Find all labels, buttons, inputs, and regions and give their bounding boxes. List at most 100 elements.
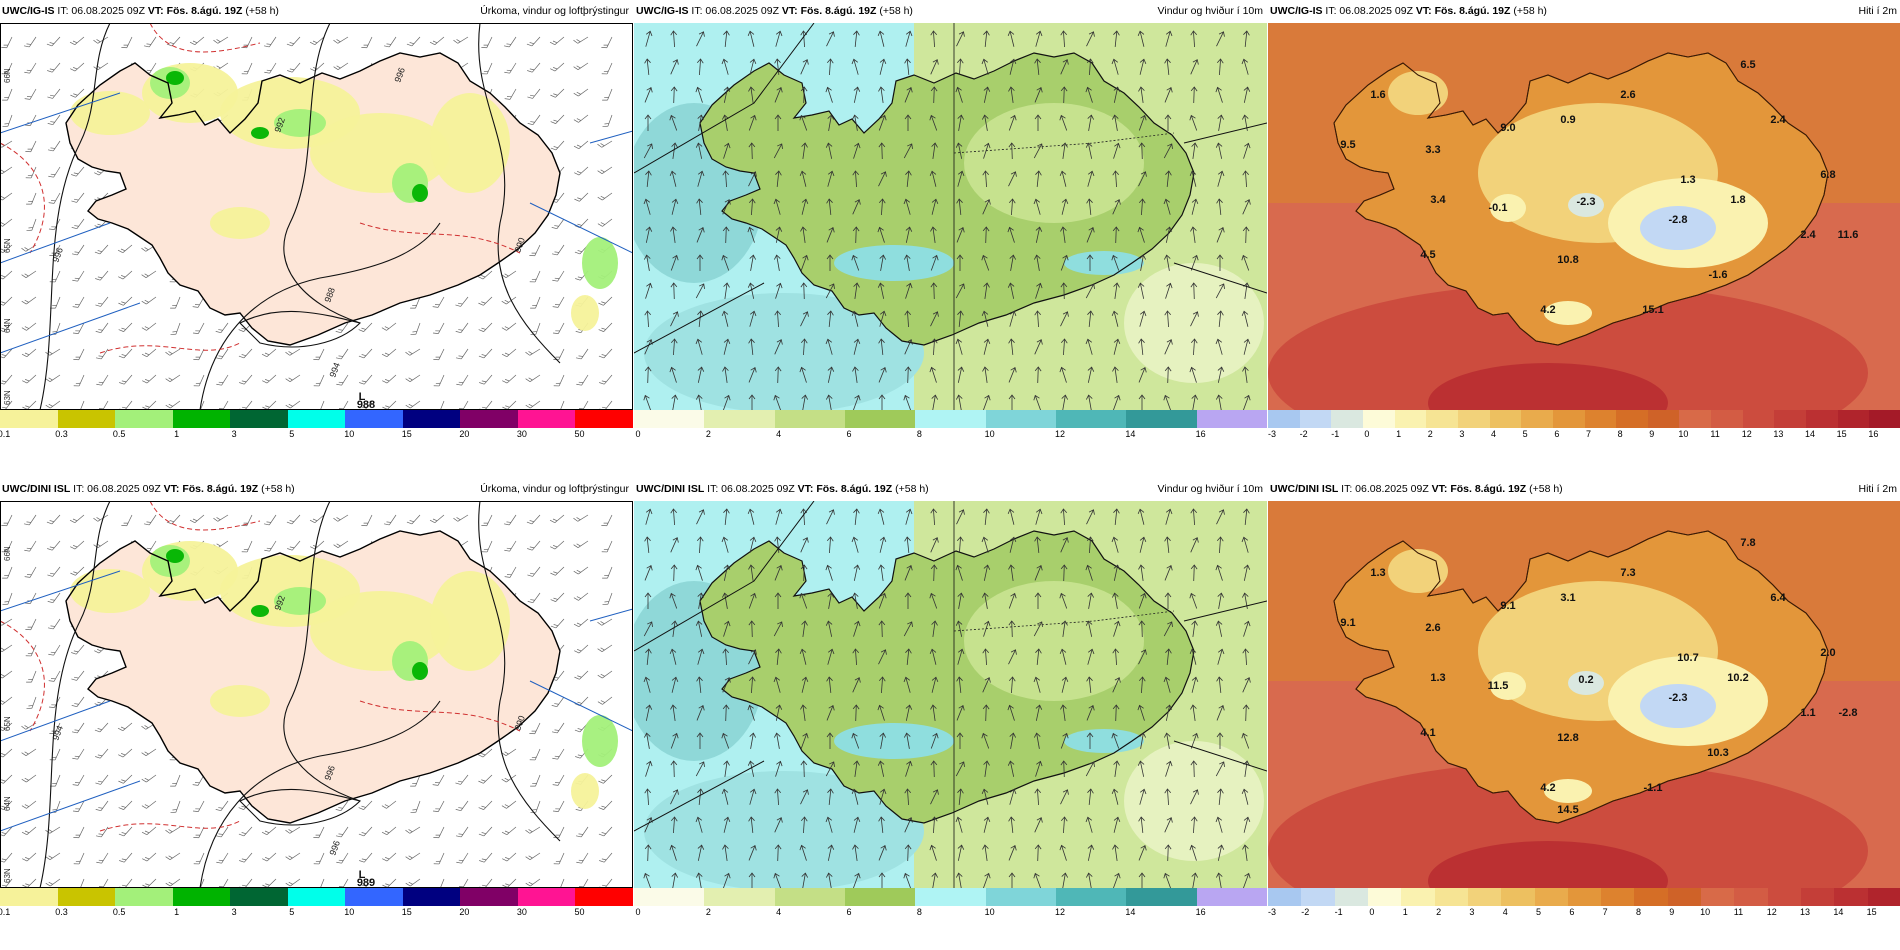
- wind-arrow: [670, 508, 678, 526]
- wind-arrow: [696, 676, 703, 693]
- wind-barb: [117, 244, 133, 254]
- wind-arrow: [853, 508, 860, 525]
- wind-arrow: [695, 564, 703, 581]
- wind-arrow: [696, 31, 705, 47]
- wind-barb: [550, 140, 565, 151]
- wind-arrow: [775, 226, 783, 243]
- wind-arrow: [825, 86, 833, 103]
- wind-arrow: [930, 732, 939, 749]
- wind-barb: [94, 244, 109, 255]
- colorbar-swatch: [1567, 888, 1602, 906]
- wind-barb: [405, 878, 421, 887]
- wind-barb: [504, 62, 517, 74]
- wind-barb: [335, 348, 349, 360]
- wind-barb: [573, 566, 589, 575]
- wind-barb: [1, 62, 13, 75]
- colorbar-swatch: [915, 410, 987, 428]
- colorbar-swatch: [845, 888, 916, 906]
- wind-arrow: [1033, 254, 1041, 271]
- wind-barb: [432, 774, 445, 786]
- init-time: 06.08.2025 09Z: [721, 483, 795, 495]
- latitude-label: 64N: [3, 796, 12, 811]
- isobar: [239, 788, 362, 826]
- wind-arrow: [878, 649, 887, 665]
- wind-barb: [310, 62, 325, 72]
- wind-barb: [525, 374, 541, 383]
- wind-barb: [264, 62, 277, 74]
- wind-barb: [24, 540, 37, 552]
- wind-arrow: [904, 844, 912, 862]
- wind-arrow: [670, 789, 679, 805]
- colorbar-swatch: [1394, 410, 1427, 428]
- wind-barb: [192, 322, 205, 334]
- wind-arrow: [904, 564, 913, 581]
- wind-arrow: [773, 143, 783, 159]
- wind-arrow: [983, 338, 991, 355]
- wind-barb: [24, 566, 37, 578]
- wind-arrow: [1086, 198, 1093, 215]
- panel-header: UWC/DINI ISL IT: 06.08.2025 09Z VT: Fös.…: [0, 478, 633, 501]
- wind-arrow: [853, 86, 861, 103]
- wind-arrow: [1242, 394, 1251, 410]
- wind-arrow: [982, 226, 990, 244]
- wind-arrow: [1007, 704, 1015, 721]
- colorbar-swatch: [774, 410, 846, 428]
- wind-arrow: [852, 199, 861, 215]
- wind-arrow: [1007, 226, 1015, 243]
- colorbar-tick: 1: [1396, 429, 1402, 439]
- wind-arrow: [1060, 86, 1068, 104]
- wind-arrow: [1189, 844, 1197, 861]
- wind-barb: [410, 296, 421, 309]
- wind-arrow: [1138, 142, 1146, 160]
- wind-barb: [433, 348, 445, 361]
- precip-area: [310, 591, 450, 671]
- colorbar-tick: 16: [1195, 429, 1206, 439]
- colorbar-tick: 9: [1669, 907, 1675, 917]
- it-label: IT:: [1338, 483, 1356, 495]
- wind-barb: [313, 852, 325, 865]
- valid-time: VT: Fös. 8.ágú. 19Z: [1431, 483, 1527, 495]
- precip-area: [166, 549, 184, 563]
- temperature-label: 10.2: [1727, 672, 1748, 684]
- wind-barb: [599, 852, 613, 863]
- colorbar-swatch: [345, 888, 404, 906]
- wind-barb: [433, 852, 445, 865]
- wind-arrow: [800, 704, 807, 721]
- wind-arrow: [1086, 536, 1094, 554]
- colorbar-tick: 3: [1469, 907, 1475, 917]
- it-label: IT:: [704, 483, 722, 495]
- wind-arrow: [799, 114, 808, 131]
- colorbar-swatch: [230, 888, 289, 906]
- wind-arrow: [1034, 536, 1041, 553]
- colorbar-swatch: [1667, 888, 1702, 906]
- wind-arrow: [879, 788, 887, 805]
- wind-arrow: [1034, 310, 1042, 328]
- wind-barb: [118, 774, 133, 784]
- wind-barb: [501, 826, 517, 836]
- wind-arrow: [748, 114, 757, 131]
- wind-arrow: [1060, 564, 1068, 582]
- wind-arrow: [982, 648, 990, 666]
- wind-arrow: [1085, 338, 1093, 355]
- panel-title: Hiti í 2m: [1858, 483, 1897, 495]
- wind-arrow: [670, 226, 677, 243]
- wind-arrow: [1190, 537, 1199, 553]
- wind-barb: [239, 852, 253, 863]
- wind-arrow: [852, 844, 859, 861]
- wind-barb: [2, 592, 13, 605]
- wind-arrow: [800, 226, 807, 243]
- wind-arrow: [852, 648, 860, 666]
- colorbar-swatch: [1056, 888, 1127, 906]
- wind-arrow: [748, 844, 757, 861]
- wind-arrow: [1112, 366, 1119, 383]
- wind-arrow: [1112, 226, 1120, 244]
- wind-arrow: [1008, 592, 1017, 609]
- colorbar-swatch: [1331, 410, 1364, 428]
- colorbar-swatch: [1601, 888, 1635, 906]
- colorbar-tick: 0.3: [55, 429, 68, 439]
- wind-arrow: [1217, 844, 1225, 861]
- wind-barb: [193, 348, 205, 361]
- wind-arrow: [774, 564, 783, 581]
- wind-arrow: [773, 198, 781, 215]
- wind-arrow: [982, 366, 989, 383]
